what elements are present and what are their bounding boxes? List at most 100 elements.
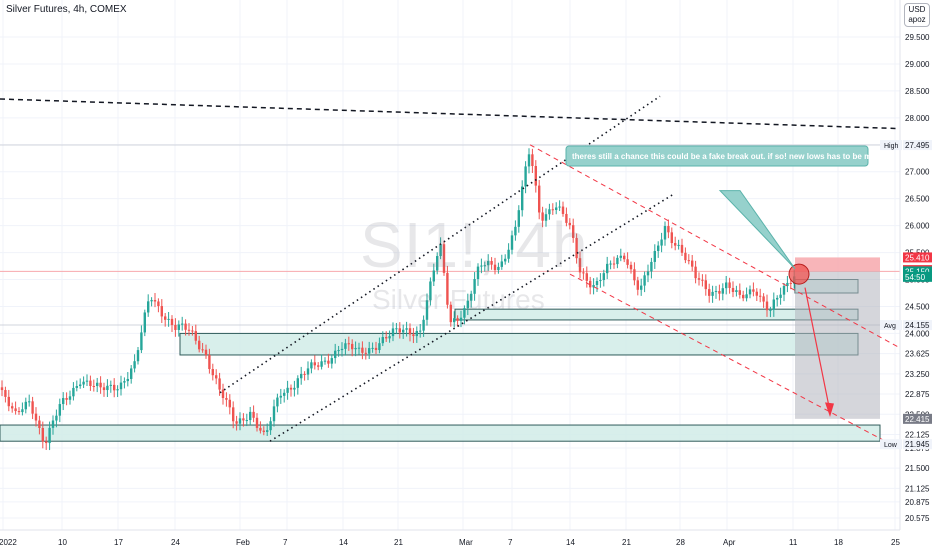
candle-body: [55, 415, 58, 421]
candle-body: [11, 406, 14, 409]
price-tag-box: [880, 320, 902, 331]
price-label-text: 54:50: [905, 273, 926, 282]
candle-body: [177, 324, 180, 330]
candle-body: [721, 288, 724, 294]
candle-body: [548, 209, 551, 215]
candle-body: [708, 289, 711, 296]
stop-loss-zone: [795, 257, 880, 272]
candle-body: [225, 398, 228, 400]
time-tick-label: 7: [283, 538, 288, 547]
candle-body: [694, 266, 697, 279]
candle-body: [629, 264, 633, 270]
candle-body: [99, 382, 102, 388]
candle-body: [279, 395, 282, 398]
candle-body: [300, 373, 303, 379]
price-label-box: [903, 439, 932, 450]
candle-body: [361, 347, 364, 353]
candle-body: [497, 266, 500, 271]
candle-body: [58, 404, 61, 416]
candle-body: [28, 401, 31, 403]
price-tick-label: 22.125: [905, 430, 930, 439]
candle-body: [769, 309, 772, 311]
candle-body: [786, 282, 789, 286]
candle-body: [327, 360, 330, 364]
candle-body: [75, 386, 78, 388]
currency-selector[interactable]: USD apoz: [904, 3, 930, 27]
candle-body: [313, 362, 316, 366]
candle-body: [738, 290, 741, 295]
price-tick-label: 20.875: [905, 498, 930, 507]
candle-body: [680, 244, 684, 253]
projection-arrow: [804, 287, 831, 412]
candle-body: [561, 206, 565, 214]
candle-body: [371, 347, 374, 349]
price-tag-box: [880, 439, 902, 450]
price-label-text: 22.415: [905, 415, 930, 424]
time-tick-label: 21: [394, 538, 403, 547]
candle-body: [422, 319, 425, 331]
time-tick-label: 25: [891, 538, 900, 547]
candle-body: [235, 421, 238, 424]
price-label-box: [903, 252, 932, 263]
candle-body: [657, 245, 660, 252]
candle-body: [123, 381, 126, 383]
candle-body: [636, 280, 639, 290]
candle-body: [283, 392, 286, 396]
candle-body: [765, 301, 769, 311]
candle-body: [667, 226, 670, 233]
candle-body: [612, 263, 616, 265]
time-tick-label: Mar: [459, 538, 473, 547]
price-tag-box: [880, 140, 902, 151]
candle-body: [412, 334, 415, 337]
candle-body: [174, 325, 177, 330]
candle-body: [504, 258, 507, 262]
time-tick-label: Apr: [723, 538, 736, 547]
candle-body: [500, 261, 503, 267]
candle-body: [133, 361, 136, 369]
candle-body: [153, 300, 157, 302]
candle-body: [456, 318, 459, 321]
candle-body: [684, 252, 687, 261]
candle-body: [653, 251, 656, 262]
candle-body: [538, 185, 541, 213]
candle-body: [72, 387, 75, 397]
candle-body: [92, 385, 95, 387]
currency-label: USD: [908, 5, 926, 14]
candle-body: [663, 226, 667, 240]
candle-body: [65, 398, 68, 400]
candle-body: [364, 352, 367, 354]
downtrend-lower-line: [569, 273, 899, 449]
candle-body: [714, 290, 718, 292]
target-zone: [795, 271, 880, 419]
candle-body: [490, 261, 493, 265]
candle-body: [289, 387, 293, 390]
candle-body: [198, 340, 201, 350]
candle-body: [599, 280, 602, 282]
candle-body: [446, 272, 449, 305]
price-label-text: 27.495: [905, 141, 930, 150]
candle-body: [480, 265, 483, 267]
price-tick-label: 22.875: [905, 390, 930, 399]
candle-body: [337, 350, 340, 352]
candle-body: [136, 350, 140, 362]
candle-body: [194, 331, 197, 341]
candle-body: [626, 259, 629, 265]
candle-body: [568, 222, 571, 226]
time-tick-label: 14: [339, 538, 348, 547]
candle-body: [106, 385, 109, 391]
candle-body: [147, 301, 150, 313]
candle-body: [310, 362, 313, 369]
price-tick-label: 29.500: [905, 33, 930, 42]
candle-body: [589, 280, 592, 288]
candle-body: [109, 384, 112, 386]
candle-body: [582, 272, 585, 274]
candle-body: [697, 278, 701, 280]
channel-upper-line: [219, 95, 661, 394]
candle-body: [276, 397, 279, 407]
candle-body: [735, 290, 738, 293]
candle-body: [378, 343, 381, 351]
candle-body: [606, 263, 609, 274]
projection-arrowhead: [825, 402, 834, 417]
candle-body: [643, 275, 646, 286]
